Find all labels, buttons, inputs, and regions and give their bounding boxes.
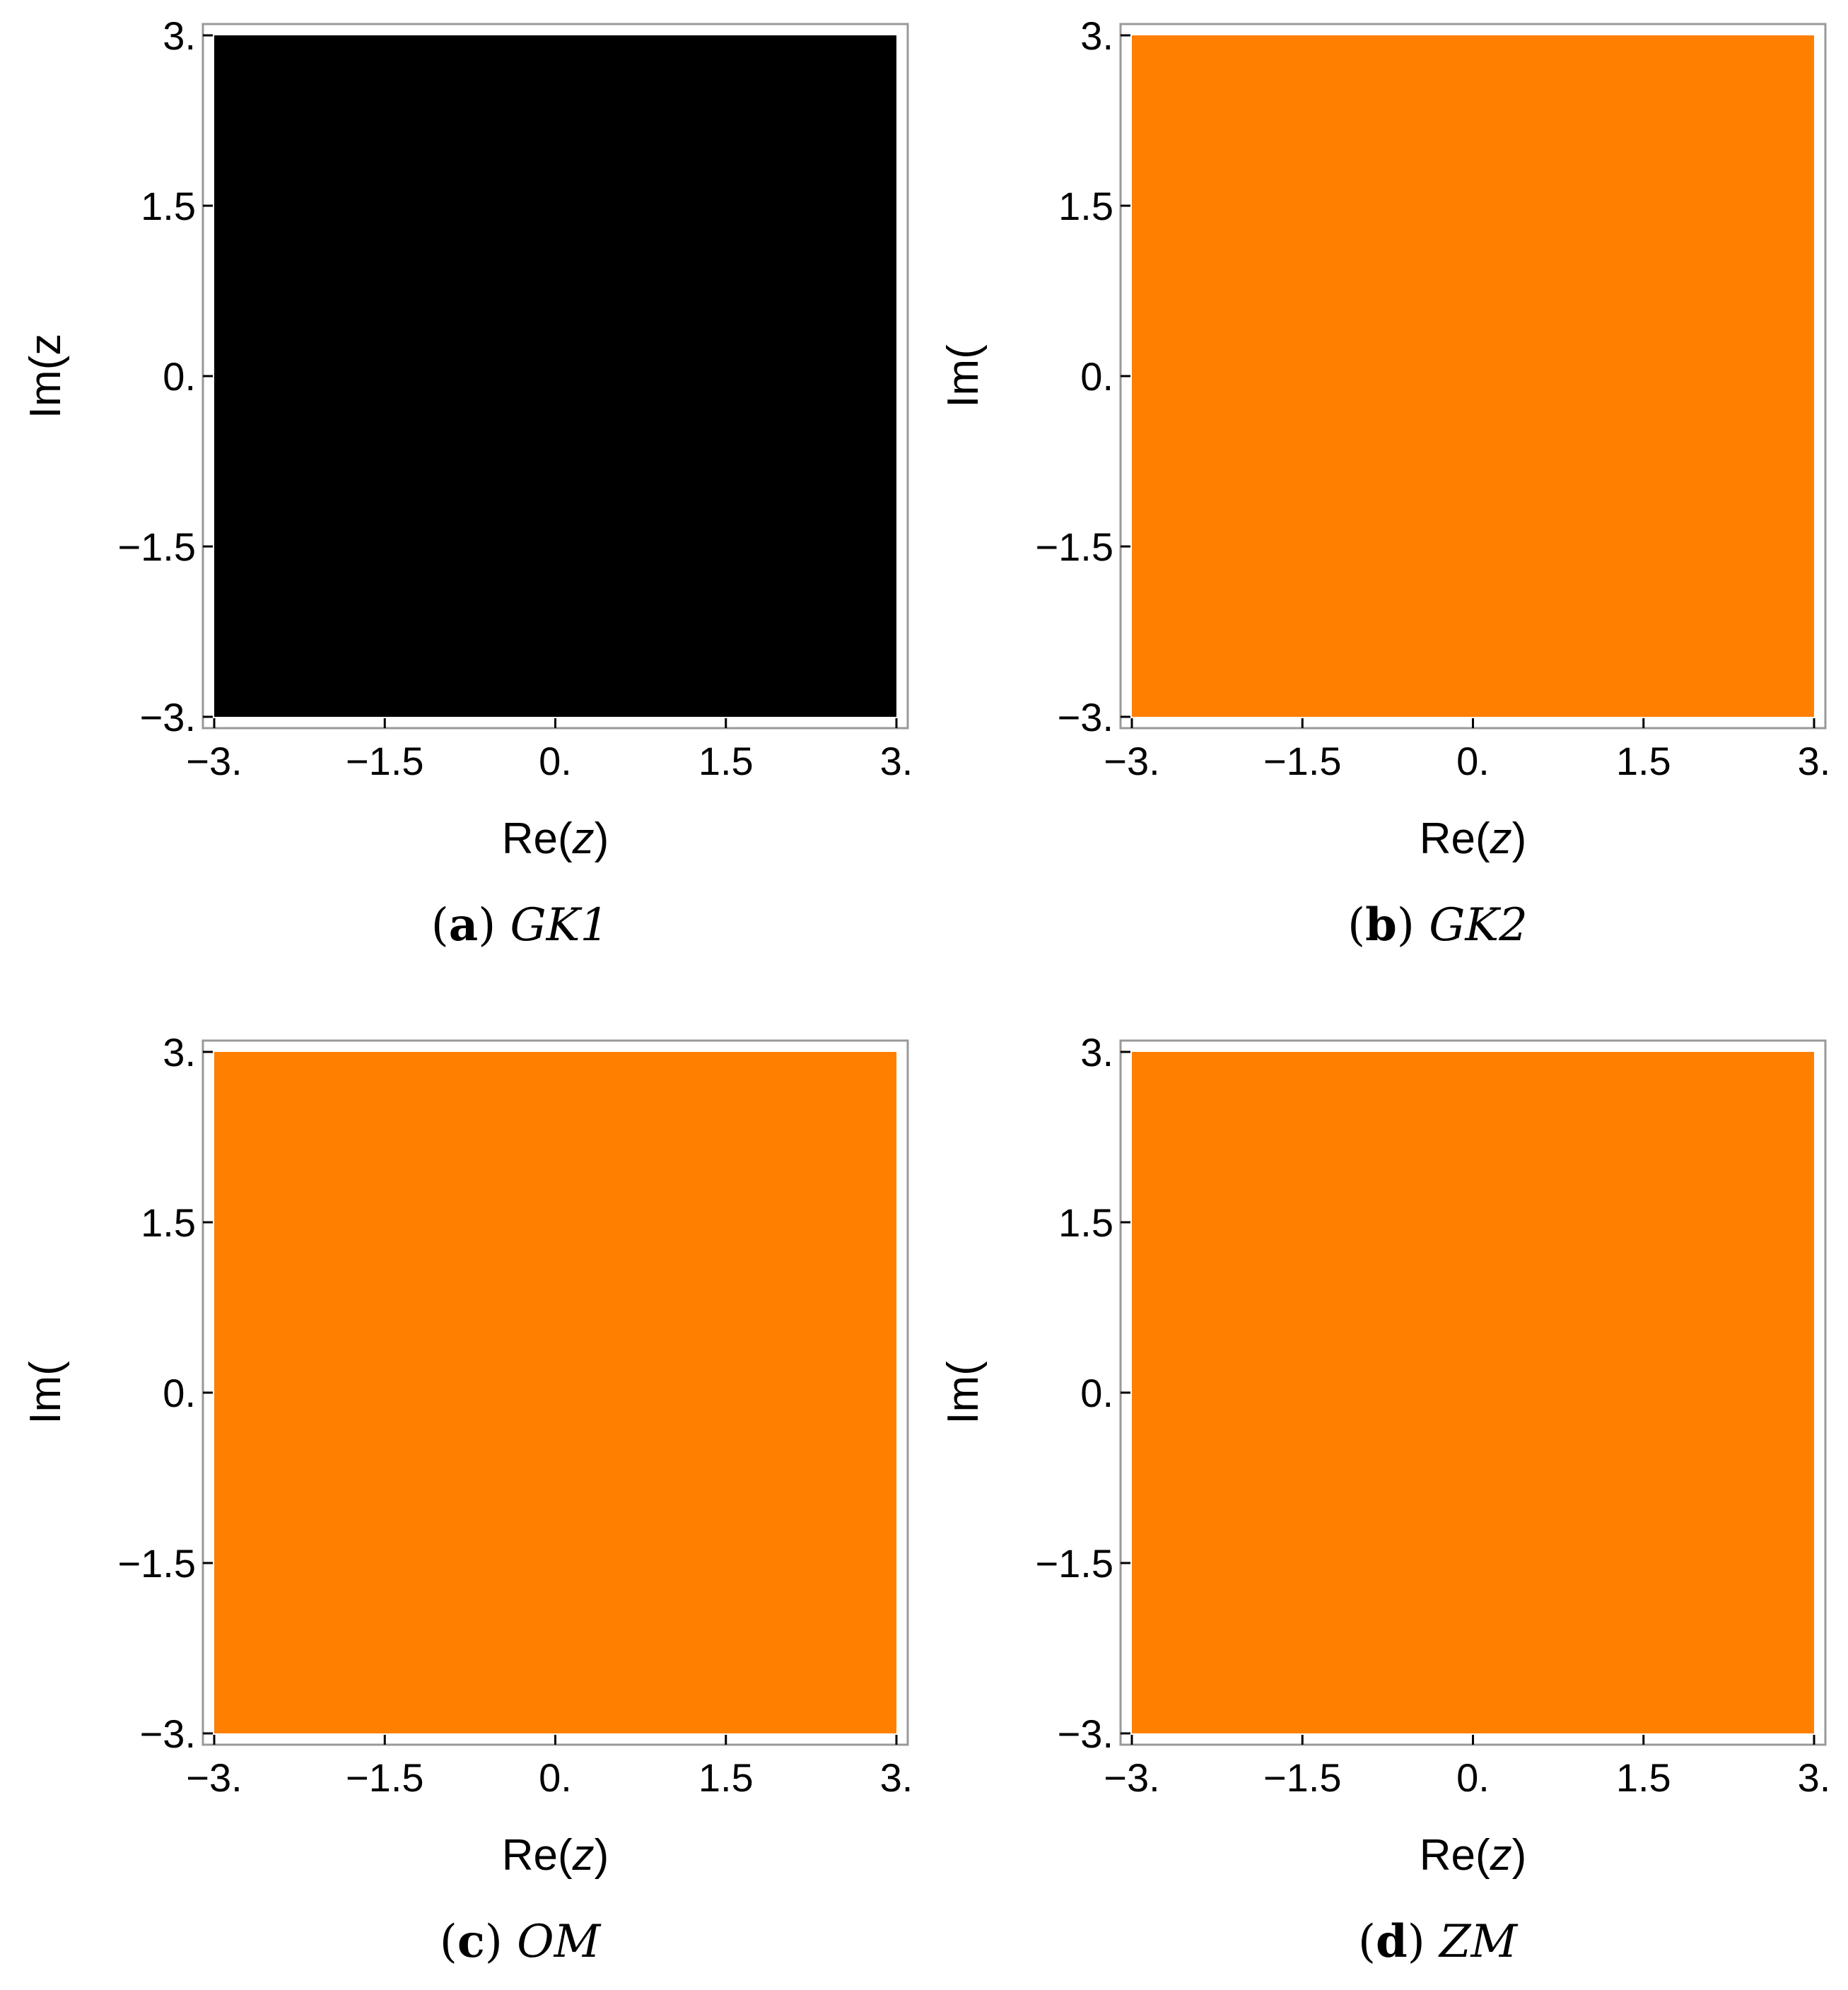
x-axis-title-suffix: ): [595, 1831, 609, 1880]
y-axis-title: Im(: [939, 344, 988, 408]
y-tick-label: −1.5: [117, 1541, 196, 1586]
caption-name: ZM: [1438, 1916, 1518, 1968]
x-tick-label: 3.: [1798, 1755, 1831, 1800]
x-tick-label: 1.5: [698, 1755, 754, 1800]
x-axis-title: Re(z): [502, 1831, 609, 1880]
region-fill: [1132, 1052, 1814, 1733]
y-tick-label: −3.: [1058, 1711, 1113, 1756]
x-tick-label: −3.: [186, 739, 242, 783]
region-fill: [214, 35, 896, 717]
caption-letter: b: [1365, 899, 1397, 952]
y-axis-title: Im(z: [21, 334, 70, 419]
x-tick-label: 3.: [1798, 739, 1831, 783]
y-axis-title-prefix: Im(: [21, 1361, 70, 1424]
panel-b: −3. −1.5 0. 1.5 3. −3.−1.50.1.53. Re(z) Im( …: [939, 13, 1830, 952]
x-axis-title-prefix: Re(: [1420, 1831, 1490, 1880]
x-axis-title-var: z: [1490, 814, 1512, 863]
y-tick-label: −3.: [140, 1711, 196, 1756]
y-tick-label: 0.: [1080, 354, 1113, 399]
caption-name: OM: [517, 1916, 601, 1968]
x-tick-label: 3.: [880, 739, 913, 783]
x-axis-title-var: z: [572, 1831, 595, 1880]
x-tick-label: −1.5: [1263, 739, 1342, 783]
y-axis-title: Im(: [939, 1361, 988, 1424]
y-tick-label: 3.: [163, 13, 196, 58]
y-tick-label: 1.5: [141, 1200, 196, 1245]
y-tick-label: 3.: [1080, 13, 1113, 58]
x-axis-title-prefix: Re(: [502, 1831, 573, 1880]
x-axis-title-prefix: Re(: [1420, 814, 1490, 863]
x-tick-label: 1.5: [1616, 739, 1671, 783]
panel-d: −3. −1.5 0. 1.5 3. −3.−1.50.1.53. Re(z) Im( …: [939, 1030, 1830, 1968]
y-tick-label: 0.: [1080, 1371, 1113, 1415]
y-tick-label: 0.: [163, 354, 196, 399]
x-tick-label: −3.: [1104, 1755, 1159, 1800]
y-tick-label: 1.5: [1058, 1200, 1113, 1245]
y-tick-label: −3.: [140, 695, 196, 739]
x-tick-label: −1.5: [1263, 1755, 1342, 1800]
x-tick-label: −1.5: [346, 739, 424, 783]
caption-name: GK1: [510, 899, 609, 952]
caption-name: GK2: [1429, 899, 1528, 952]
x-tick-label: −1.5: [346, 1755, 424, 1800]
y-tick-label: 1.5: [141, 184, 196, 228]
x-tick-label: 0.: [539, 1755, 572, 1800]
y-tick-label: 1.5: [1058, 184, 1113, 228]
y-tick-label: −3.: [1058, 695, 1113, 739]
region-fill: [214, 1052, 896, 1733]
x-axis-title: Re(z): [502, 814, 609, 863]
x-tick-label: 0.: [1456, 739, 1490, 783]
y-tick-label: −1.5: [117, 525, 196, 569]
panel-caption: (c) OM: [440, 1915, 602, 1968]
x-axis-title-suffix: ): [595, 814, 609, 863]
panel-caption: (b) GK2: [1347, 899, 1528, 952]
x-axis-title: Re(z): [1420, 1831, 1527, 1880]
y-axis-title-prefix: Im(: [939, 344, 988, 408]
x-tick-label: 1.5: [698, 739, 754, 783]
x-tick-label: −3.: [186, 1755, 242, 1800]
caption-letter: c: [457, 1915, 485, 1968]
x-axis-title-suffix: ): [1512, 1831, 1527, 1880]
x-tick-label: 0.: [1456, 1755, 1490, 1800]
y-tick-label: 0.: [163, 1371, 196, 1415]
y-tick-label: −1.5: [1035, 1541, 1113, 1586]
x-tick-label: 3.: [880, 1755, 913, 1800]
x-axis-title-var: z: [1490, 1831, 1512, 1880]
x-tick-label: 1.5: [1616, 1755, 1671, 1800]
caption-letter: d: [1376, 1915, 1408, 1968]
x-axis-title-prefix: Re(: [502, 814, 573, 863]
y-tick-label: 3.: [163, 1030, 196, 1075]
x-axis-title-var: z: [572, 814, 595, 863]
x-tick-label: 0.: [539, 739, 572, 783]
y-tick-label: −1.5: [1035, 525, 1113, 569]
y-axis-title-prefix: Im(: [939, 1361, 988, 1424]
y-axis-title: Im(: [21, 1361, 70, 1424]
x-tick-label: −3.: [1104, 739, 1159, 783]
panel-c: −3. −1.5 0. 1.5 3. −3.−1.50.1.53. Re(z) Im( …: [21, 1030, 913, 1968]
x-axis-title-suffix: ): [1512, 814, 1527, 863]
panel-a: −3. −1.5 0. 1.5 3. −3. −1.5 0. 1.5 3. Re(z) Im(z…: [21, 13, 913, 952]
panel-caption: (a) GK1: [431, 899, 609, 952]
y-axis-title-prefix: Im(z: [21, 334, 70, 419]
x-axis-title: Re(z): [1420, 814, 1527, 863]
panel-caption: (d) ZM: [1358, 1915, 1519, 1968]
caption-letter: a: [449, 899, 478, 952]
y-tick-label: 3.: [1080, 1030, 1113, 1075]
region-fill: [1132, 35, 1814, 717]
